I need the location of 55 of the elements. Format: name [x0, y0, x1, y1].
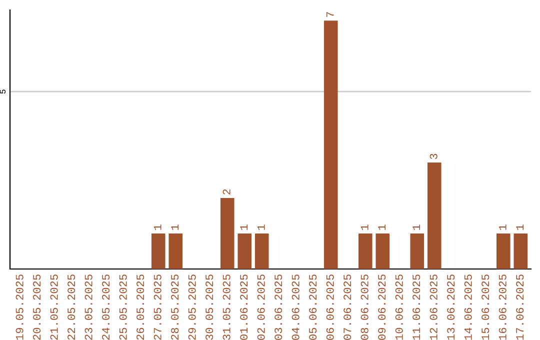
x-tick-label: 09.06.2025: [378, 274, 386, 340]
x-tick-label: 29.05.2025: [188, 274, 196, 340]
x-tick-label: 31.05.2025: [222, 274, 230, 340]
data-label: 2: [222, 189, 230, 194]
x-tick-label: 28.05.2025: [171, 274, 179, 340]
data-label: 1: [240, 224, 248, 230]
bar: [496, 234, 510, 269]
x-tick-label: 04.06.2025: [292, 274, 300, 340]
data-label: 1: [360, 224, 368, 230]
x-tick-label: 16.06.2025: [498, 274, 506, 340]
data-label: 7: [326, 12, 334, 18]
data-label: 1: [516, 224, 524, 230]
data-label: 1: [171, 224, 178, 230]
data-label: 3: [430, 154, 438, 160]
data-label: 1: [257, 224, 265, 230]
bar: [410, 234, 424, 269]
data-label: 1: [412, 224, 420, 230]
x-tick-label: 26.05.2025: [136, 274, 144, 340]
bar: [358, 234, 372, 269]
bar: [151, 234, 166, 269]
data-label: 1: [378, 224, 386, 230]
bar: [220, 198, 234, 269]
x-tick-label: 12.06.2025: [430, 274, 438, 340]
x-tick-label: 24.05.2025: [102, 274, 110, 340]
x-tick-label: 19.05.2025: [16, 274, 24, 340]
x-tick-label: 15.06.2025: [482, 274, 490, 340]
y-tick-label: 5: [0, 90, 6, 94]
x-tick-label: 06.06.2025: [326, 274, 334, 340]
bar: [254, 234, 269, 269]
x-tick-label: 21.05.2025: [50, 274, 58, 340]
x-tick-label: 25.05.2025: [119, 274, 127, 340]
x-tick-label: 03.06.2025: [274, 274, 282, 340]
bar: [168, 234, 183, 269]
x-tick-label: 22.05.2025: [68, 274, 76, 340]
x-tick-label: 05.06.2025: [309, 274, 317, 340]
x-tick-label: 07.06.2025: [344, 274, 352, 340]
bar: [376, 234, 390, 269]
x-tick-label: 11.06.2025: [412, 274, 420, 340]
x-tick-label: 20.05.2025: [33, 274, 41, 340]
bar: [514, 234, 528, 269]
x-tick-label: 08.06.2025: [360, 274, 368, 340]
bar: [324, 20, 338, 269]
x-tick-label: 02.06.2025: [257, 274, 265, 340]
bar: [427, 162, 442, 269]
x-tick-label: 17.06.2025: [516, 274, 524, 340]
x-tick-label: 10.06.2025: [395, 274, 403, 340]
x-tick-label: 14.06.2025: [464, 274, 472, 340]
x-tick-label: 27.05.2025: [154, 274, 162, 340]
x-tick-label: 30.05.2025: [206, 274, 214, 340]
x-tick-label: 23.05.2025: [84, 274, 92, 340]
data-label: 1: [154, 224, 162, 230]
data-label: 1: [498, 224, 506, 230]
bar: [238, 234, 252, 269]
x-tick-label: 01.06.2025: [240, 274, 248, 340]
x-tick-label: 13.06.2025: [447, 274, 455, 340]
